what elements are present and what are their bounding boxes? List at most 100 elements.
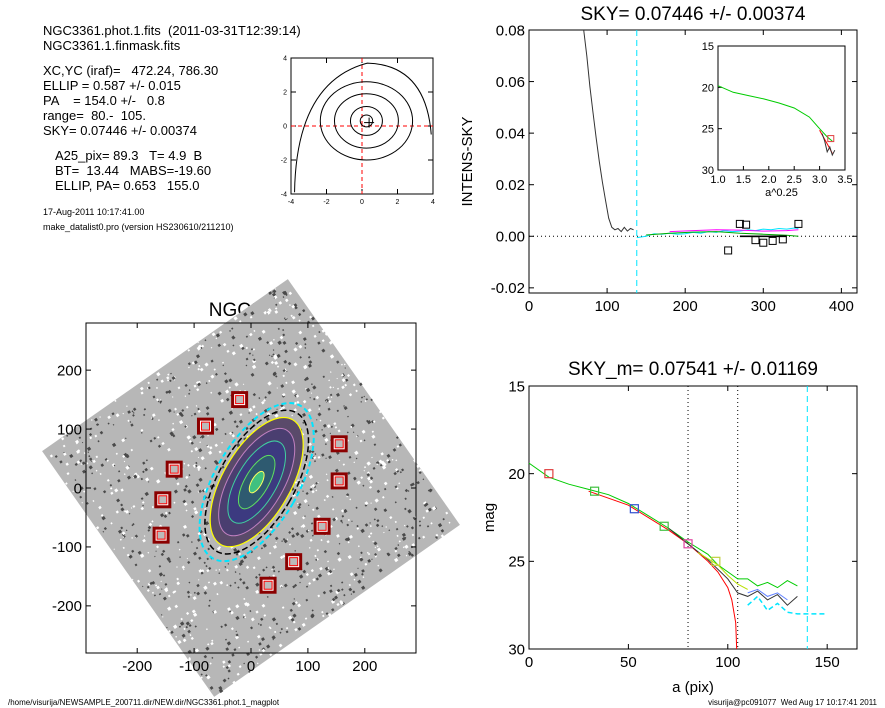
noise-speck: [238, 320, 242, 323]
noise-speck: [349, 572, 354, 577]
noise-speck: [132, 407, 137, 412]
outer-ellipse: [198, 402, 315, 563]
noise-speck: [192, 435, 197, 440]
noise-speck: [145, 459, 148, 462]
noise-speck: [355, 506, 358, 509]
noise-speck: [350, 425, 353, 429]
noise-speck: [383, 487, 387, 491]
noise-speck: [250, 348, 254, 351]
noise-speck: [363, 395, 366, 398]
inset-xtick-label: 3.0: [812, 174, 827, 186]
noise-speck: [282, 374, 286, 378]
noise-speck: [227, 563, 230, 565]
inset-ytick-label: 15: [702, 41, 714, 53]
noise-speck: [120, 503, 124, 507]
noise-speck: [110, 491, 114, 495]
noise-speck: [304, 343, 307, 346]
noise-speck: [437, 523, 443, 528]
noise-speck: [154, 555, 156, 558]
noise-speck: [117, 529, 123, 534]
noise-speck: [193, 384, 197, 388]
noise-speck: [388, 529, 391, 532]
mag-ytick-label: 20: [508, 466, 525, 483]
noise-speck: [282, 368, 286, 373]
noise-speck: [369, 479, 374, 484]
noise-speck: [336, 551, 341, 556]
noise-speck: [134, 534, 139, 538]
noise-speck: [62, 444, 66, 448]
galaxy-xtick-label: -100: [179, 658, 209, 675]
noise-speck: [187, 489, 192, 494]
noise-speck: [314, 429, 318, 433]
noise-speck: [237, 586, 240, 589]
noise-speck: [250, 626, 254, 630]
noise-speck: [168, 630, 171, 633]
noise-speck: [292, 620, 296, 624]
noise-speck: [235, 424, 239, 428]
noise-speck: [196, 591, 201, 596]
noise-speck: [336, 377, 338, 380]
sky-xtick-label: 100: [595, 298, 620, 315]
noise-speck: [97, 423, 100, 426]
noise-speck: [81, 502, 83, 504]
noise-speck: [407, 551, 413, 556]
noise-speck: [305, 598, 309, 602]
mag-xtick-label: 100: [715, 654, 740, 671]
noise-speck: [121, 438, 126, 443]
noise-speck: [314, 453, 317, 456]
inset-ytick-label: 25: [702, 124, 714, 136]
noise-speck: [310, 569, 314, 573]
noise-speck: [161, 588, 163, 590]
noise-speck: [316, 549, 320, 552]
noise-speck: [122, 412, 125, 415]
mag-xtick-label: 0: [525, 654, 533, 671]
noise-speck: [285, 381, 288, 385]
noise-speck: [342, 463, 346, 466]
noise-speck: [380, 452, 384, 456]
contour-line: [333, 93, 399, 149]
noise-speck: [331, 508, 335, 511]
noise-speck: [326, 479, 329, 482]
noise-speck: [325, 400, 328, 402]
noise-speck: [411, 543, 416, 547]
noise-speck: [154, 584, 158, 587]
noise-speck: [259, 623, 263, 627]
noise-speck: [167, 379, 170, 382]
noise-speck: [282, 340, 287, 345]
noise-speck: [88, 457, 93, 461]
noise-speck: [285, 626, 289, 630]
noise-speck: [293, 510, 298, 516]
noise-speck: [329, 432, 332, 435]
noise-speck: [173, 624, 178, 629]
sky-ytick-label: -0.02: [491, 280, 525, 297]
noise-speck: [208, 566, 212, 571]
noise-speck: [290, 314, 293, 318]
noise-speck: [340, 509, 345, 513]
noise-speck: [220, 625, 223, 629]
noise-speck: [204, 339, 207, 342]
noise-speck: [357, 567, 359, 570]
noise-speck: [359, 556, 362, 559]
noise-speck: [194, 625, 197, 628]
noise-speck: [188, 392, 191, 395]
noise-speck: [298, 344, 303, 349]
noise-speck: [176, 577, 180, 581]
noise-speck: [328, 455, 332, 460]
noise-speck: [185, 533, 190, 538]
noise-speck: [238, 573, 241, 575]
noise-speck: [98, 505, 102, 510]
noise-speck: [418, 524, 422, 527]
noise-speck: [234, 581, 237, 584]
noise-speck: [296, 400, 300, 405]
noise-speck: [266, 341, 270, 345]
noise-speck: [302, 309, 306, 313]
noise-speck: [183, 462, 186, 465]
galaxy-xtick-label: 100: [295, 658, 320, 675]
noise-speck: [79, 486, 84, 491]
noise-speck: [224, 638, 227, 641]
noise-speck: [305, 572, 309, 577]
noise-speck: [200, 676, 203, 679]
noise-speck: [243, 662, 245, 665]
noise-speck: [372, 466, 376, 470]
noise-speck: [329, 393, 333, 397]
